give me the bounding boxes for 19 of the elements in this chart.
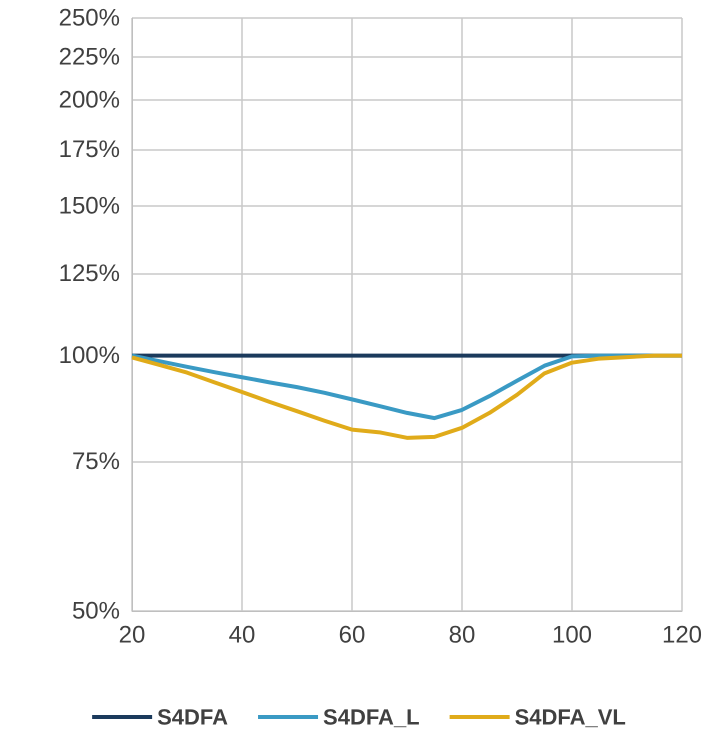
line-series	[130, 354, 684, 440]
y-tick-label: 200%	[58, 86, 120, 114]
x-tick-label: 20	[118, 622, 146, 648]
x-tick-label: 120	[662, 622, 702, 648]
legend-label: S4DFA_VL	[514, 704, 626, 730]
x-tick-label: 60	[338, 622, 366, 648]
legend-label: S4DFA_L	[323, 704, 420, 730]
x-tick-label: 40	[228, 622, 256, 648]
y-tick-label: 250%	[58, 4, 120, 32]
x-tick-label: 80	[448, 622, 476, 648]
y-tick-label: 175%	[58, 136, 120, 163]
y-tick-label: 50%	[72, 598, 120, 624]
x-tick-label: 100	[552, 622, 592, 648]
y-tick-label: 100%	[58, 342, 120, 370]
legend-label: S4DFA	[157, 704, 228, 730]
y-tick-label: 150%	[58, 192, 120, 220]
y-tick-label: 75%	[72, 448, 120, 476]
y-tick-label: 225%	[58, 43, 120, 70]
y-tick-label: 125%	[58, 260, 120, 287]
